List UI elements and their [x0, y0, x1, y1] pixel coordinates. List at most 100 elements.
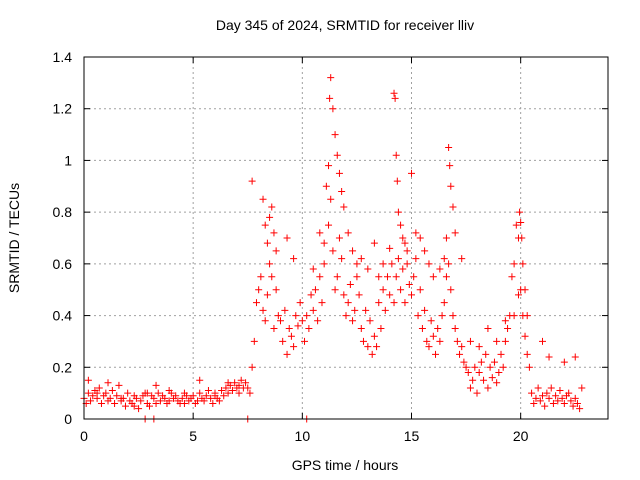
data-point [274, 312, 282, 320]
data-point [252, 299, 260, 307]
data-point [93, 389, 101, 397]
data-point [578, 384, 586, 392]
data-point [220, 392, 228, 400]
data-point [211, 392, 219, 400]
data-point [279, 337, 287, 345]
data-point [383, 273, 391, 281]
data-point [309, 265, 317, 273]
data-point [499, 363, 507, 371]
data-point [397, 221, 405, 229]
data-point [314, 317, 322, 325]
data-point [399, 265, 407, 273]
y-tick-label: 0.2 [53, 359, 73, 375]
data-point [504, 325, 512, 332]
data-point [403, 247, 411, 255]
data-point [329, 105, 337, 113]
data-point [445, 144, 453, 151]
data-point [344, 229, 352, 237]
data-point [458, 255, 466, 263]
data-point [320, 260, 328, 268]
data-point [469, 376, 477, 384]
data-point [325, 221, 333, 229]
data-point [113, 392, 121, 400]
data-point [296, 299, 304, 307]
data-point [482, 350, 490, 358]
data-point [255, 286, 263, 294]
data-point [493, 379, 501, 387]
data-point [394, 255, 402, 263]
data-point [316, 229, 324, 237]
data-point [388, 260, 396, 268]
data-point [501, 317, 509, 325]
data-point [228, 387, 236, 395]
data-point [353, 273, 361, 281]
data-point [456, 350, 464, 358]
data-point [429, 332, 437, 340]
data-point [401, 299, 409, 307]
data-point [246, 389, 254, 397]
data-point [421, 306, 429, 314]
data-point [446, 162, 454, 170]
data-point [102, 389, 110, 397]
data-point [231, 379, 239, 387]
data-point [458, 343, 466, 351]
data-point [530, 399, 538, 407]
data-point [510, 312, 518, 320]
data-point [442, 234, 450, 242]
data-point [137, 397, 145, 405]
data-point [397, 286, 405, 294]
data-point [440, 299, 448, 307]
data-point [161, 394, 169, 402]
data-point [517, 218, 525, 226]
y-tick-label: 1 [64, 152, 72, 168]
data-point [351, 306, 359, 314]
data-point [301, 337, 309, 345]
data-point [111, 399, 119, 407]
data-point [493, 337, 501, 345]
data-point [309, 306, 317, 314]
data-point [425, 343, 433, 351]
data-point [466, 384, 474, 392]
data-point [475, 368, 483, 376]
plot-frame [83, 56, 609, 420]
data-point [386, 291, 394, 299]
data-point [285, 325, 293, 332]
data-point [355, 291, 363, 299]
data-point [261, 317, 269, 325]
data-point [327, 195, 335, 203]
data-point [519, 260, 527, 268]
data-point [124, 389, 132, 397]
data-point [204, 387, 212, 395]
data-point [84, 389, 92, 397]
data-point [349, 247, 357, 255]
data-point [194, 397, 202, 405]
data-point [281, 306, 289, 314]
data-point [512, 221, 520, 229]
data-point [104, 379, 112, 387]
data-point [268, 273, 276, 281]
x-axis-label: GPS time / hours [292, 457, 399, 473]
data-point [266, 260, 274, 268]
data-point [235, 381, 243, 389]
data-point [412, 229, 420, 237]
data-point [552, 392, 560, 400]
data-point [346, 281, 354, 289]
data-point [573, 399, 581, 407]
data-point [242, 379, 250, 387]
data-point [391, 94, 399, 102]
data-point [257, 273, 265, 281]
data-point [381, 306, 389, 314]
data-point [436, 265, 444, 273]
data-point [202, 392, 210, 400]
data-point [416, 286, 424, 294]
data-point [359, 337, 367, 345]
data-point [516, 208, 524, 216]
data-point [518, 234, 526, 242]
data-point [375, 273, 383, 281]
data-point [207, 394, 215, 402]
data-point [447, 182, 455, 190]
data-point [373, 343, 381, 351]
data-points [80, 74, 586, 423]
data-point [401, 239, 409, 247]
